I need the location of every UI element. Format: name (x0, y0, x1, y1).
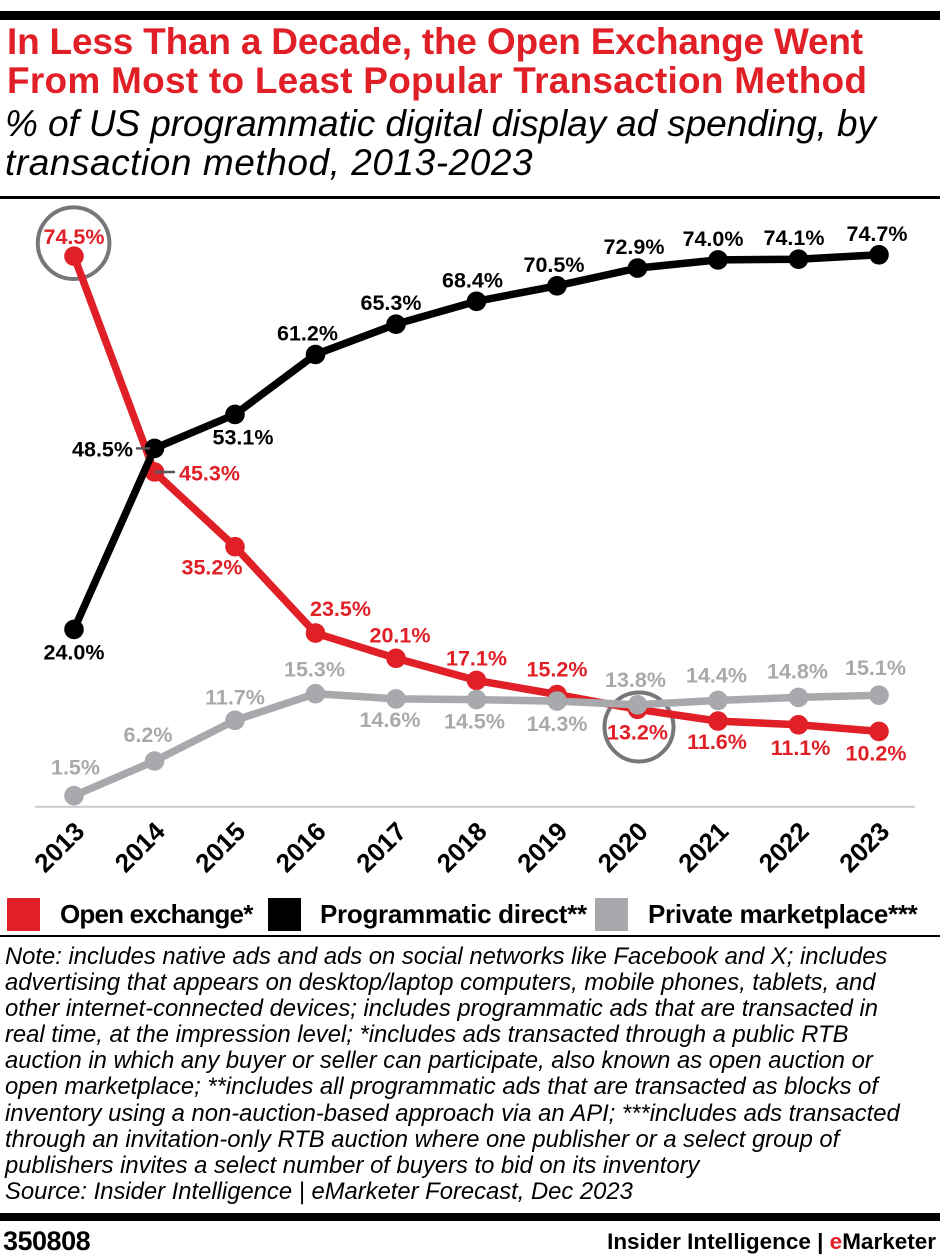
svg-text:65.3%: 65.3% (361, 291, 422, 315)
svg-text:14.8%: 14.8% (767, 659, 828, 683)
svg-text:2016: 2016 (270, 816, 332, 878)
svg-text:15.1%: 15.1% (845, 656, 906, 680)
svg-text:70.5%: 70.5% (524, 253, 585, 277)
svg-text:35.2%: 35.2% (182, 556, 243, 580)
svg-text:6.2%: 6.2% (123, 723, 172, 747)
svg-text:13.8%: 13.8% (605, 668, 666, 692)
svg-text:20.1%: 20.1% (370, 623, 431, 647)
svg-text:2023: 2023 (833, 816, 895, 878)
svg-text:74.5%: 74.5% (44, 225, 105, 249)
svg-text:13.2%: 13.2% (607, 720, 668, 744)
svg-text:14.6%: 14.6% (360, 708, 421, 732)
svg-text:2018: 2018 (431, 816, 493, 878)
svg-text:2021: 2021 (672, 816, 734, 878)
svg-text:45.3%: 45.3% (179, 462, 240, 486)
svg-text:74.0%: 74.0% (683, 227, 744, 251)
svg-text:17.1%: 17.1% (446, 646, 507, 670)
svg-text:24.0%: 24.0% (44, 640, 105, 664)
svg-text:1.5%: 1.5% (51, 756, 100, 780)
svg-text:53.1%: 53.1% (213, 425, 274, 449)
svg-text:74.1%: 74.1% (764, 226, 825, 250)
svg-text:11.6%: 11.6% (687, 730, 747, 754)
svg-text:72.9%: 72.9% (604, 235, 665, 259)
svg-text:2020: 2020 (592, 816, 654, 878)
svg-text:14.4%: 14.4% (686, 663, 747, 687)
svg-text:11.7%: 11.7% (205, 685, 265, 709)
svg-text:15.2%: 15.2% (527, 658, 588, 682)
svg-text:11.1%: 11.1% (771, 736, 831, 760)
svg-text:2015: 2015 (189, 816, 251, 878)
svg-text:2022: 2022 (753, 816, 815, 878)
svg-text:74.7%: 74.7% (847, 222, 908, 246)
svg-text:23.5%: 23.5% (310, 597, 371, 621)
svg-text:14.3%: 14.3% (527, 712, 588, 736)
svg-text:2013: 2013 (28, 816, 90, 878)
svg-text:2014: 2014 (109, 816, 171, 878)
svg-text:2017: 2017 (350, 816, 412, 878)
svg-text:48.5%: 48.5% (72, 437, 133, 461)
svg-text:15.3%: 15.3% (284, 658, 345, 682)
svg-text:2019: 2019 (511, 816, 573, 878)
svg-text:68.4%: 68.4% (442, 268, 503, 292)
svg-text:61.2%: 61.2% (277, 322, 338, 346)
svg-text:10.2%: 10.2% (846, 741, 907, 765)
svg-text:14.5%: 14.5% (444, 710, 505, 734)
